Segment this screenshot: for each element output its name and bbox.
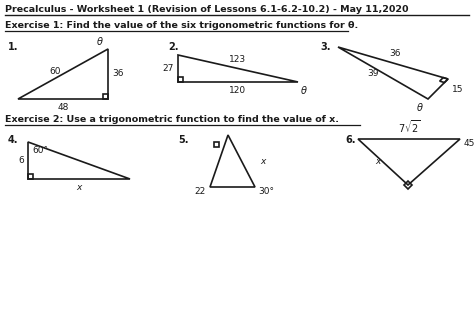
Text: 36: 36 [389, 49, 401, 58]
Text: 48: 48 [57, 103, 69, 112]
Text: 60°: 60° [32, 146, 48, 155]
Text: x: x [260, 158, 265, 166]
Text: Exercise 1: Find the value of the six trigonometric functions for θ.: Exercise 1: Find the value of the six tr… [5, 21, 358, 30]
Text: x: x [76, 183, 82, 192]
Text: $\theta$: $\theta$ [300, 84, 308, 96]
Text: 1.: 1. [8, 42, 18, 52]
Text: Exercise 2: Use a trigonometric function to find the value of x.: Exercise 2: Use a trigonometric function… [5, 115, 339, 124]
Text: 6.: 6. [345, 135, 356, 145]
Text: 123: 123 [229, 56, 246, 64]
Text: 36: 36 [112, 70, 124, 78]
Text: 45°: 45° [464, 140, 474, 148]
Text: x: x [375, 158, 381, 166]
Text: $7\sqrt{2}$: $7\sqrt{2}$ [398, 118, 420, 135]
Text: 22: 22 [195, 187, 206, 196]
Text: 5.: 5. [178, 135, 189, 145]
Text: 3.: 3. [320, 42, 330, 52]
Text: 6: 6 [18, 156, 24, 165]
Text: 15: 15 [452, 84, 464, 94]
Text: Precalculus - Worksheet 1 (Revision of Lessons 6.1-6.2-10.2) - May 11,2020: Precalculus - Worksheet 1 (Revision of L… [5, 5, 409, 14]
Text: $\theta$: $\theta$ [416, 101, 424, 113]
Text: 4.: 4. [8, 135, 18, 145]
Text: 2.: 2. [168, 42, 179, 52]
Text: 30°: 30° [258, 187, 274, 196]
Text: 39: 39 [367, 68, 379, 77]
Text: 60: 60 [49, 67, 61, 77]
Text: 120: 120 [229, 86, 246, 95]
Text: $\theta$: $\theta$ [96, 35, 104, 47]
Text: 27: 27 [163, 64, 174, 73]
